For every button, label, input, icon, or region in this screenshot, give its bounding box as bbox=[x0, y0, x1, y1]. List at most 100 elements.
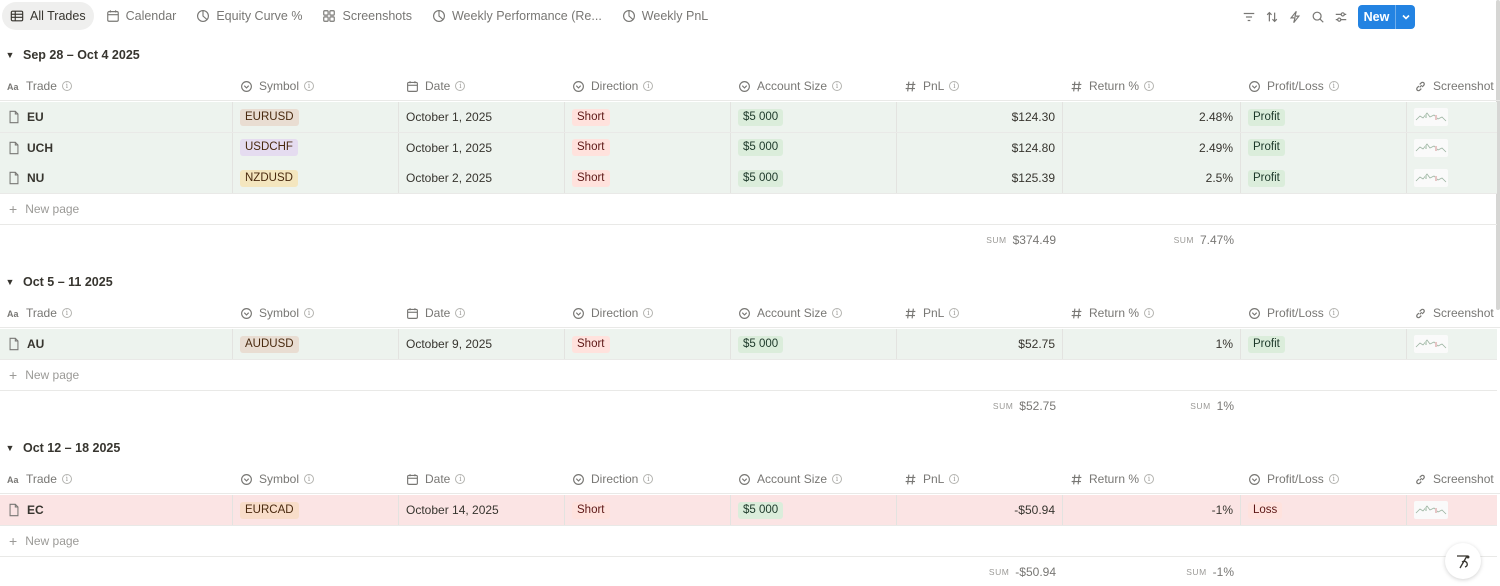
column-header-screenshot[interactable]: Screenshot bbox=[1414, 71, 1494, 101]
screenshot-thumbnail[interactable] bbox=[1414, 501, 1448, 519]
column-header-screenshot[interactable]: Screenshot bbox=[1414, 464, 1494, 494]
screenshot-cell[interactable] bbox=[1407, 495, 1497, 525]
pnl-cell[interactable]: $124.80 bbox=[897, 132, 1063, 163]
help-button[interactable] bbox=[1445, 543, 1481, 579]
tab-weekly-performance[interactable]: Weekly Performance (Re... bbox=[424, 2, 610, 30]
symbol-cell[interactable]: EURCAD bbox=[233, 495, 399, 525]
screenshot-thumbnail[interactable] bbox=[1414, 108, 1448, 126]
pnl-cell[interactable]: $52.75 bbox=[897, 329, 1063, 359]
screenshot-thumbnail[interactable] bbox=[1414, 138, 1448, 157]
group-header[interactable]: ▼ Oct 12 – 18 2025 bbox=[0, 437, 121, 459]
date-cell[interactable]: October 9, 2025 bbox=[399, 329, 565, 359]
automation-button[interactable] bbox=[1283, 6, 1306, 28]
tab-calendar[interactable]: Calendar bbox=[98, 2, 185, 30]
scrollbar[interactable] bbox=[1496, 0, 1500, 310]
caret-down-icon[interactable]: ▼ bbox=[5, 50, 15, 60]
screenshot-cell[interactable] bbox=[1407, 102, 1497, 132]
new-dropdown-button[interactable] bbox=[1396, 5, 1415, 29]
return-sum[interactable]: SUM 1% bbox=[1063, 391, 1234, 421]
column-header-return[interactable]: Return % i bbox=[1070, 71, 1155, 101]
column-header-trade[interactable]: Aa Trade i bbox=[7, 464, 72, 494]
pnl-cell[interactable]: $125.39 bbox=[897, 163, 1063, 194]
return-cell[interactable]: -1% bbox=[1063, 495, 1241, 525]
account-size-cell[interactable]: $5 000 bbox=[731, 102, 897, 132]
group-header[interactable]: ▼ Sep 28 – Oct 4 2025 bbox=[0, 44, 140, 66]
column-header-return[interactable]: Return % i bbox=[1070, 464, 1155, 494]
date-cell[interactable]: October 14, 2025 bbox=[399, 495, 565, 525]
column-header-symbol[interactable]: Symbol i bbox=[240, 71, 315, 101]
settings-button[interactable] bbox=[1329, 6, 1352, 28]
column-header-trade[interactable]: Aa Trade i bbox=[7, 298, 72, 328]
direction-cell[interactable]: Short bbox=[565, 102, 731, 132]
tab-screenshots[interactable]: Screenshots bbox=[314, 2, 419, 30]
screenshot-thumbnail[interactable] bbox=[1414, 169, 1448, 188]
pnl-cell[interactable]: -$50.94 bbox=[897, 495, 1063, 525]
return-cell[interactable]: 2.5% bbox=[1063, 163, 1241, 194]
symbol-cell[interactable]: NZDUSD bbox=[233, 163, 399, 194]
new-page-button[interactable]: + New page bbox=[0, 360, 1497, 391]
column-header-direction[interactable]: Direction i bbox=[572, 71, 654, 101]
trade-cell[interactable]: EU bbox=[0, 102, 233, 132]
new-page-button[interactable]: + New page bbox=[0, 526, 1497, 557]
trade-cell[interactable]: NU bbox=[0, 163, 233, 194]
caret-down-icon[interactable]: ▼ bbox=[5, 443, 15, 453]
tab-weekly-pnl[interactable]: Weekly PnL bbox=[614, 2, 716, 30]
profit-loss-cell[interactable]: Loss bbox=[1241, 495, 1407, 525]
direction-cell[interactable]: Short bbox=[565, 329, 731, 359]
screenshot-cell[interactable] bbox=[1407, 163, 1497, 193]
symbol-cell[interactable]: EURUSD bbox=[233, 102, 399, 132]
column-header-pnl[interactable]: PnL i bbox=[904, 71, 960, 101]
return-cell[interactable]: 2.48% bbox=[1063, 102, 1241, 132]
date-cell[interactable]: October 2, 2025 bbox=[399, 163, 565, 194]
table-row[interactable]: NU NZDUSD October 2, 2025 Short $5 000 $125.3… bbox=[0, 163, 1497, 195]
return-cell[interactable]: 1% bbox=[1063, 329, 1241, 359]
column-header-date[interactable]: Date i bbox=[406, 71, 466, 101]
profit-loss-cell[interactable]: Profit bbox=[1241, 132, 1407, 163]
table-row[interactable]: AU AUDUSD October 9, 2025 Short $5 000 $52.75… bbox=[0, 329, 1497, 360]
column-header-account-size[interactable]: Account Size i bbox=[738, 464, 843, 494]
column-header-screenshot[interactable]: Screenshot bbox=[1414, 298, 1494, 328]
column-header-direction[interactable]: Direction i bbox=[572, 464, 654, 494]
date-cell[interactable]: October 1, 2025 bbox=[399, 102, 565, 132]
group-header[interactable]: ▼ Oct 5 – 11 2025 bbox=[0, 271, 113, 293]
date-cell[interactable]: October 1, 2025 bbox=[399, 132, 565, 163]
column-header-profit-loss[interactable]: Profit/Loss i bbox=[1248, 464, 1339, 494]
column-header-date[interactable]: Date i bbox=[406, 298, 466, 328]
pnl-cell[interactable]: $124.30 bbox=[897, 102, 1063, 132]
direction-cell[interactable]: Short bbox=[565, 495, 731, 525]
sort-button[interactable] bbox=[1260, 6, 1283, 28]
column-header-profit-loss[interactable]: Profit/Loss i bbox=[1248, 71, 1339, 101]
tab-equity-curve[interactable]: Equity Curve % bbox=[188, 2, 310, 30]
trade-cell[interactable]: UCH bbox=[0, 132, 233, 163]
account-size-cell[interactable]: $5 000 bbox=[731, 132, 897, 163]
profit-loss-cell[interactable]: Profit bbox=[1241, 163, 1407, 194]
trade-cell[interactable]: AU bbox=[0, 329, 233, 359]
new-button-label[interactable]: New bbox=[1358, 5, 1396, 29]
column-header-account-size[interactable]: Account Size i bbox=[738, 71, 843, 101]
account-size-cell[interactable]: $5 000 bbox=[731, 329, 897, 359]
filter-button[interactable] bbox=[1237, 6, 1260, 28]
return-sum[interactable]: SUM 7.47% bbox=[1063, 225, 1234, 255]
return-cell[interactable]: 2.49% bbox=[1063, 132, 1241, 163]
table-row[interactable]: EU EURUSD October 1, 2025 Short $5 000 $124.3… bbox=[0, 102, 1497, 133]
profit-loss-cell[interactable]: Profit bbox=[1241, 329, 1407, 359]
trade-cell[interactable]: EC bbox=[0, 495, 233, 525]
profit-loss-cell[interactable]: Profit bbox=[1241, 102, 1407, 132]
screenshot-cell[interactable] bbox=[1407, 133, 1497, 163]
symbol-cell[interactable]: AUDUSD bbox=[233, 329, 399, 359]
table-row[interactable]: EC EURCAD October 14, 2025 Short $5 000 -$50.… bbox=[0, 495, 1497, 526]
caret-down-icon[interactable]: ▼ bbox=[5, 277, 15, 287]
column-header-trade[interactable]: Aa Trade i bbox=[7, 71, 72, 101]
pnl-sum[interactable]: SUM $52.75 bbox=[897, 391, 1056, 421]
direction-cell[interactable]: Short bbox=[565, 163, 731, 194]
column-header-symbol[interactable]: Symbol i bbox=[240, 298, 315, 328]
search-button[interactable] bbox=[1306, 6, 1329, 28]
tab-all-trades[interactable]: All Trades bbox=[2, 2, 94, 30]
new-page-button[interactable]: + New page bbox=[0, 194, 1497, 225]
column-header-symbol[interactable]: Symbol i bbox=[240, 464, 315, 494]
pnl-sum[interactable]: SUM -$50.94 bbox=[897, 557, 1056, 586]
column-header-return[interactable]: Return % i bbox=[1070, 298, 1155, 328]
column-header-account-size[interactable]: Account Size i bbox=[738, 298, 843, 328]
column-header-pnl[interactable]: PnL i bbox=[904, 298, 960, 328]
pnl-sum[interactable]: SUM $374.49 bbox=[897, 225, 1056, 255]
